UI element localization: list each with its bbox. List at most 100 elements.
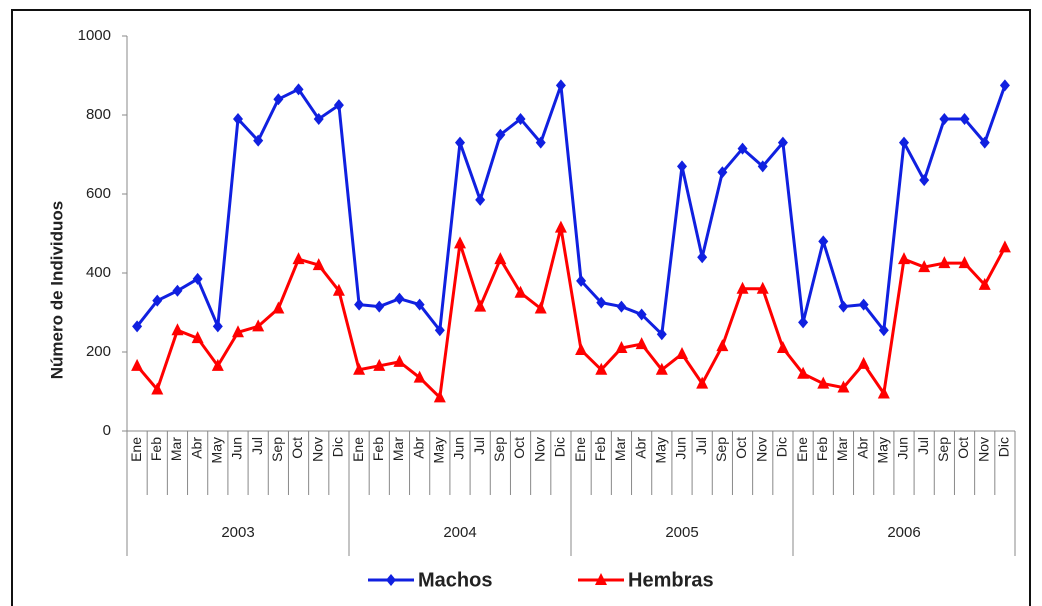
x-tick-label: Oct xyxy=(511,437,527,459)
x-tick-label: Feb xyxy=(592,437,608,461)
y-tick-label: 600 xyxy=(86,185,111,202)
data-point xyxy=(514,285,527,298)
data-point xyxy=(132,320,143,333)
y-tick-label: 800 xyxy=(86,106,111,123)
x-tick-label: Nov xyxy=(531,437,547,462)
data-point xyxy=(576,274,587,287)
data-point xyxy=(998,240,1011,253)
data-point xyxy=(191,331,204,344)
y-tick-label: 1000 xyxy=(78,27,111,44)
data-point xyxy=(475,193,486,206)
data-point xyxy=(272,301,285,314)
group-label: 2004 xyxy=(443,524,476,541)
data-point xyxy=(413,370,426,383)
data-point xyxy=(756,281,769,294)
data-point xyxy=(554,220,567,233)
group-label: 2006 xyxy=(887,524,920,541)
data-point xyxy=(293,83,304,96)
x-tick-label: Jun xyxy=(451,437,467,460)
data-point xyxy=(595,362,608,375)
x-tick-label: Nov xyxy=(975,437,991,462)
data-point xyxy=(172,284,183,297)
data-point xyxy=(152,294,163,307)
x-tick-label: Oct xyxy=(289,437,305,459)
data-point xyxy=(959,112,970,125)
data-point xyxy=(858,298,869,311)
x-tick-label: Jul xyxy=(693,437,709,455)
data-point xyxy=(575,343,588,356)
data-point xyxy=(233,112,243,125)
x-tick-label: Feb xyxy=(814,437,830,461)
data-point xyxy=(757,160,768,173)
y-tick-label: 0 xyxy=(103,422,111,439)
x-tick-label: Mar xyxy=(834,437,850,461)
data-point xyxy=(354,298,365,311)
x-tick-label: Mar xyxy=(168,437,184,461)
data-point xyxy=(899,136,909,149)
data-point xyxy=(938,256,951,269)
x-tick-label: Nov xyxy=(309,437,325,462)
x-tick-label: Mar xyxy=(612,437,628,461)
data-point xyxy=(919,174,930,187)
data-point xyxy=(353,362,366,375)
x-tick-label: Ene xyxy=(350,437,366,462)
data-point xyxy=(999,79,1010,92)
x-tick-label: Jun xyxy=(673,437,689,460)
data-point xyxy=(777,136,788,149)
x-tick-label: Oct xyxy=(733,437,749,459)
data-point xyxy=(333,99,344,112)
legend-marker xyxy=(595,573,607,585)
data-point xyxy=(798,316,809,329)
x-tick-label: Jul xyxy=(249,437,265,455)
x-tick-label: Sep xyxy=(491,437,507,462)
x-tick-label: Abr xyxy=(188,437,204,459)
data-point xyxy=(171,323,184,336)
data-point xyxy=(433,390,446,403)
x-tick-label: May xyxy=(875,437,891,463)
legend-label: Machos xyxy=(418,569,492,591)
x-tick-label: Sep xyxy=(935,437,951,462)
data-point xyxy=(898,252,910,265)
data-point xyxy=(737,142,748,155)
x-tick-label: Dic xyxy=(996,437,1012,457)
legend-marker xyxy=(386,574,396,586)
data-point xyxy=(434,324,445,337)
data-point xyxy=(837,380,850,393)
data-point xyxy=(374,300,385,313)
x-tick-label: Oct xyxy=(955,437,971,459)
data-point xyxy=(979,136,990,149)
data-point xyxy=(877,386,890,399)
data-point xyxy=(736,281,749,294)
data-point xyxy=(697,251,708,264)
data-point xyxy=(312,258,325,271)
data-point xyxy=(393,354,406,367)
data-point xyxy=(818,235,829,248)
x-tick-label: Jun xyxy=(895,437,911,460)
data-point xyxy=(253,134,264,147)
data-point xyxy=(716,339,729,352)
data-point xyxy=(776,341,789,354)
x-tick-label: Nov xyxy=(753,437,769,462)
data-point xyxy=(636,308,647,321)
x-tick-label: Abr xyxy=(410,437,426,459)
y-tick-label: 200 xyxy=(86,343,111,360)
data-point xyxy=(797,366,810,379)
data-point xyxy=(313,112,324,125)
data-point xyxy=(838,300,849,313)
data-point xyxy=(676,346,688,359)
y-axis-title: Número de Individuos xyxy=(47,201,66,380)
data-point xyxy=(817,376,830,389)
data-point xyxy=(394,292,405,305)
data-point xyxy=(494,252,507,265)
x-tick-label: May xyxy=(653,437,669,463)
data-point xyxy=(596,296,607,309)
x-tick-label: Dic xyxy=(774,437,790,457)
legend-label: Hembras xyxy=(628,569,714,591)
data-point xyxy=(677,160,687,173)
x-tick-label: Jun xyxy=(229,437,245,460)
x-tick-label: Ene xyxy=(572,437,588,462)
x-tick-label: Mar xyxy=(390,437,406,461)
data-point xyxy=(656,328,667,341)
chart-frame xyxy=(11,9,1031,606)
x-tick-label: Dic xyxy=(330,437,346,457)
